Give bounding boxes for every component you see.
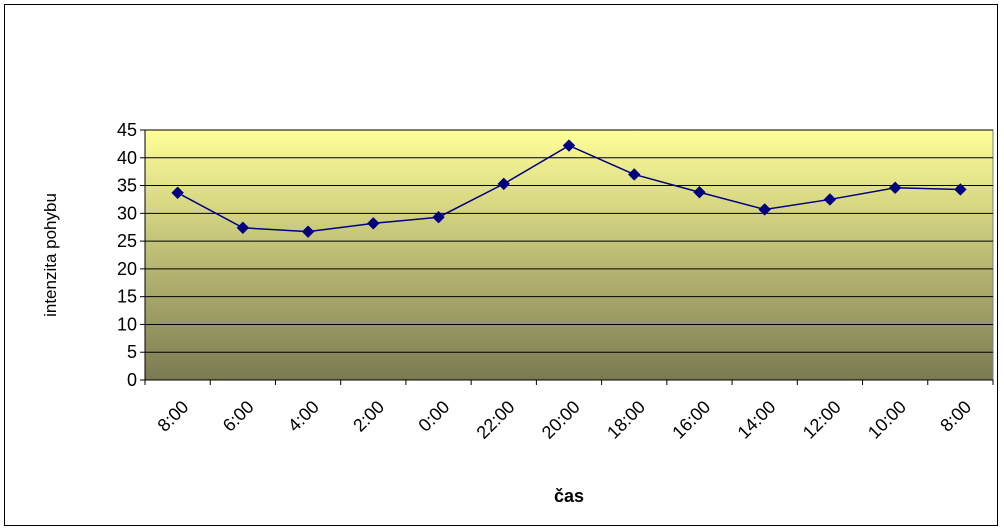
y-tick-label: 5 (127, 342, 137, 362)
data-point (628, 168, 641, 181)
grid-lines (145, 129, 993, 353)
x-tick-label: 18:00 (603, 397, 649, 443)
plot-area (144, 129, 994, 381)
data-point (562, 139, 576, 152)
x-tick-label: 4:00 (284, 397, 323, 436)
x-axis-title: čas (554, 486, 584, 506)
x-tick-label: 8:00 (154, 397, 193, 436)
x-tick-label: 10:00 (864, 397, 910, 443)
data-point (432, 211, 445, 224)
x-axis-ticks: 8:00 6:00 4:00 2:00 0:00 22:00 20:00 18:00 16:00… (144, 380, 994, 443)
data-point (497, 177, 510, 191)
data-point (171, 186, 184, 199)
x-tick-label: 0:00 (414, 397, 453, 436)
x-tick-label: 16:00 (668, 397, 714, 443)
data-point (823, 193, 837, 206)
y-tick-label: 30 (117, 203, 137, 223)
x-tick-label: 12:00 (799, 397, 845, 443)
x-tick-label: 6:00 (219, 397, 258, 436)
y-axis-ticks: 0 5 10 15 20 25 30 35 40 45 (117, 120, 145, 390)
y-tick-label: 45 (117, 120, 137, 140)
x-tick-label: 20:00 (538, 397, 584, 443)
x-tick-label: 2:00 (349, 397, 388, 436)
series-group (171, 139, 967, 238)
data-point (367, 217, 380, 230)
x-tick-label: 14:00 (734, 397, 780, 443)
y-axis-title: intenzita pohybu (41, 193, 60, 317)
x-tick-label: 8:00 (936, 397, 975, 436)
data-point (758, 203, 771, 216)
y-tick-label: 15 (117, 287, 137, 307)
y-tick-label: 10 (117, 314, 137, 334)
y-tick-label: 20 (117, 259, 137, 279)
y-tick-label: 25 (117, 231, 137, 251)
y-tick-label: 0 (127, 370, 137, 390)
y-tick-label: 35 (117, 176, 137, 196)
data-point (301, 225, 315, 238)
axes (144, 130, 993, 381)
data-point (236, 221, 250, 234)
data-point (888, 181, 902, 194)
data-point (693, 186, 706, 199)
x-tick-label: 22:00 (473, 397, 519, 443)
data-point (954, 183, 967, 196)
y-tick-label: 40 (117, 148, 137, 168)
